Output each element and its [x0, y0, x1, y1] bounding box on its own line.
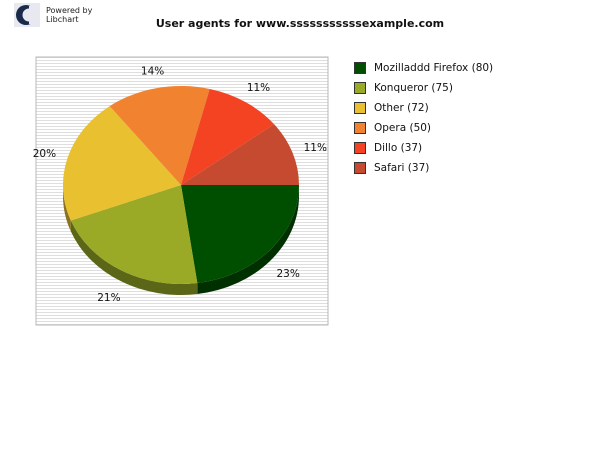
legend-label: Other (72): [374, 102, 429, 114]
pie-top: [63, 86, 299, 284]
slice-percent-label: 21%: [97, 292, 120, 304]
libchart-logo: Powered by Libchart: [14, 3, 104, 27]
legend-label: Opera (50): [374, 122, 432, 134]
pie-slice: [63, 106, 182, 221]
pie-slice-side: [197, 185, 299, 295]
pie-labels: 23% 21% 20% 14% 11% 11%: [33, 65, 327, 303]
legend-label: Mozilladdd Firefox (80): [374, 62, 494, 74]
legend-label: Safari (37): [374, 162, 430, 174]
powered-by-text: Powered by: [46, 6, 93, 15]
legend-label: Dillo (37): [374, 142, 423, 154]
legend-swatch: [354, 162, 366, 174]
pie-slice: [181, 88, 275, 185]
legend-label: Konqueror (75): [374, 82, 453, 94]
pie-depth: [63, 185, 299, 295]
legend-swatch: [354, 82, 366, 94]
pie-slice-side: [63, 185, 71, 232]
chart-title: User agents for www.sssssssssssexample.c…: [155, 17, 445, 30]
libchart-logo-icon: [14, 3, 40, 27]
legend-swatch: [354, 62, 366, 74]
slice-percent-label: 20%: [33, 148, 56, 160]
slice-percent-label: 11%: [247, 82, 270, 94]
legend-swatch: [354, 102, 366, 114]
slice-percent-label: 14%: [141, 65, 164, 77]
pie-slice: [181, 124, 299, 185]
slice-percent-label: 11%: [304, 142, 327, 154]
legend-swatch: [354, 122, 366, 134]
libchart-text: Libchart: [46, 15, 79, 24]
pie-slice-side: [70, 220, 198, 295]
slice-percent-label: 23%: [276, 268, 299, 280]
legend-swatch: [354, 142, 366, 154]
pie-slice: [70, 185, 198, 284]
pie-slice: [181, 185, 299, 284]
pie-slice: [109, 86, 210, 185]
